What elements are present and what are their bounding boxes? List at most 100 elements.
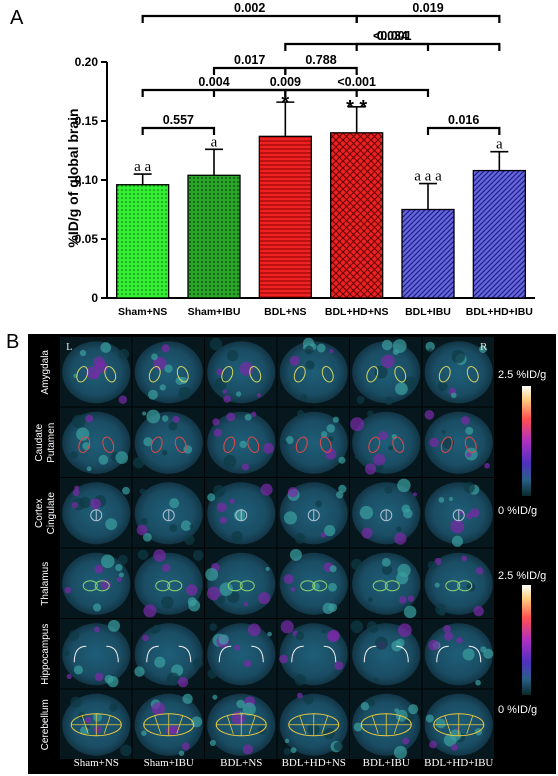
region-label: Hippocampus [40,624,51,685]
roi-outline [396,645,409,663]
bar-chart: 0 0.05 0.10 0.15 0.20 a a Sham+NS a Sham+IBU * BD… [65,1,535,318]
uptake-spot [334,661,344,671]
uptake-spot [396,571,409,585]
uptake-spot [183,445,193,454]
uptake-spot [338,484,347,493]
uptake-spot [118,395,128,404]
p-value-label: <0.001 [337,75,376,89]
uptake-spot [216,368,224,376]
uptake-spot [450,392,457,399]
roi-outline [104,366,117,383]
uptake-spot [226,349,239,362]
p-value-label: 0.788 [305,53,336,67]
uptake-spot [328,629,340,642]
uptake-spot [289,548,302,561]
panel-b-letter: B [6,331,19,353]
uptake-spot [256,393,262,398]
uptake-spot [451,535,463,547]
uptake-spot [140,517,148,525]
uptake-spot [209,739,216,746]
uptake-spot [209,623,218,631]
roi-outline [368,436,381,453]
group-label: BDL+HD+IBU [424,757,493,769]
roi-outline [457,580,473,592]
uptake-spot [338,456,346,464]
uptake-spot [333,741,344,752]
uptake-spot [244,602,249,607]
significance-bracket [284,42,501,51]
brain-image-tile [205,337,277,407]
brain-slice [134,623,203,686]
uptake-spot [329,348,334,353]
uptake-spot [239,440,247,449]
roi-outline [436,645,449,663]
roi-outline [106,645,119,663]
brain-image-tile [205,619,277,689]
uptake-spot [107,619,120,632]
uptake-spot [283,747,292,756]
uptake-spot [216,502,227,513]
category-label: BDL+IBU [405,306,451,318]
roi-outline [143,713,194,736]
y-tick-label: 0.10 [75,173,99,187]
uptake-spot [434,582,440,588]
uptake-spot [152,624,161,634]
uptake-spot [466,512,473,520]
uptake-spot [142,532,152,542]
significance-bracket [212,66,287,75]
roi-outline [227,580,243,592]
uptake-spot [294,673,307,686]
uptake-spot [448,496,454,502]
uptake-spot [438,497,445,503]
uptake-spot [207,493,216,502]
uptake-spot [424,410,435,420]
uptake-spot [162,563,171,573]
uptake-spot [213,378,227,391]
uptake-spot [143,604,157,618]
uptake-spot [435,718,446,729]
uptake-spot [223,395,231,403]
roi-outline [247,436,260,453]
brain-slice [134,411,203,474]
brain-image-tile [277,337,349,407]
uptake-spot [164,364,173,373]
roi-outline [148,366,161,383]
uptake-spot [223,454,237,468]
uptake-spot [151,702,165,716]
roi-outline [176,366,189,383]
uptake-spot [364,463,377,475]
color-scale-bar-lower [522,585,531,695]
significance-bracket [284,66,358,75]
uptake-spot [212,418,220,426]
roi-outline [394,366,407,383]
uptake-spot [241,463,250,471]
brain-image-tile [422,407,494,477]
uptake-spot [143,437,153,447]
uptake-spot [412,492,418,497]
roi-outline [218,645,232,663]
uptake-spot [161,449,168,456]
uptake-spot [68,630,80,641]
color-scale-lower: 2.5 %ID/g 0 %ID/g [498,570,546,716]
uptake-spot [93,712,102,722]
roi-outline [251,645,264,663]
uptake-spot [374,636,388,650]
uptake-spot [94,672,104,682]
uptake-spot [86,466,92,472]
roi-outline [146,645,159,663]
roi-outline [366,366,379,383]
uptake-spot [320,532,327,538]
uptake-spot [451,349,466,364]
uptake-spot [378,431,388,441]
brain-image-tile [350,619,422,689]
brain-image-tile [422,689,494,759]
uptake-spot [101,554,115,569]
uptake-spot [443,624,452,633]
category-label: Sham+NS [118,306,167,318]
uptake-spot [258,592,271,605]
uptake-spot [404,376,418,390]
roi-outline [76,366,89,383]
brain-image-tile [350,548,422,619]
uptake-spot [116,577,122,583]
